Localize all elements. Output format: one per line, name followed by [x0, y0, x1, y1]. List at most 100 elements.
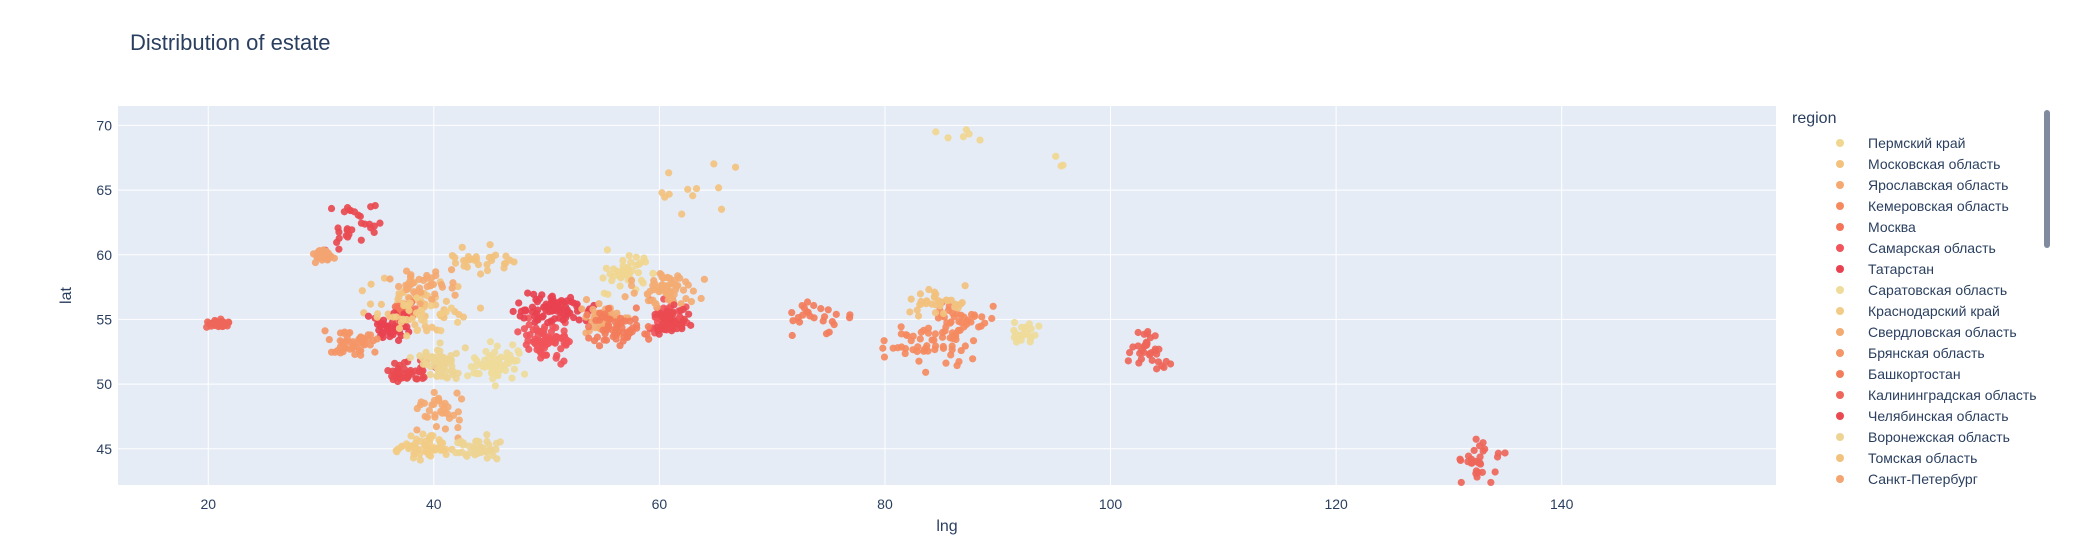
- data-point: [481, 363, 489, 371]
- legend-scrollbar[interactable]: [2044, 110, 2050, 248]
- legend-item[interactable]: Самарская область: [1792, 237, 2062, 258]
- legend-swatch: [1836, 201, 1844, 210]
- data-point: [960, 313, 968, 321]
- data-point: [432, 363, 440, 371]
- legend-swatch: [1836, 411, 1844, 420]
- data-point: [427, 302, 435, 310]
- data-point: [569, 299, 578, 307]
- data-point: [978, 313, 986, 321]
- legend-label: Краснодарский край: [1868, 302, 2000, 319]
- data-point: [1493, 453, 1502, 461]
- data-point: [916, 290, 925, 298]
- data-point: [413, 326, 421, 335]
- data-point: [483, 431, 491, 439]
- legend-item[interactable]: Пермский край: [1792, 132, 2062, 153]
- data-point: [897, 330, 905, 338]
- data-point: [1501, 449, 1509, 457]
- data-point: [419, 430, 427, 438]
- x-tick-label: 120: [1324, 496, 1348, 512]
- data-point: [439, 365, 447, 373]
- data-point: [906, 308, 914, 316]
- data-point: [626, 326, 634, 334]
- legend-item[interactable]: Калининградская область: [1792, 384, 2062, 405]
- data-point: [403, 332, 411, 340]
- data-point: [322, 247, 330, 255]
- data-point: [212, 320, 220, 328]
- data-point: [915, 357, 923, 365]
- legend-label: Саратовская область: [1868, 281, 2008, 298]
- data-point: [962, 320, 971, 328]
- legend-item[interactable]: Ярославская область: [1792, 174, 2062, 195]
- data-point: [1481, 445, 1489, 453]
- data-point: [415, 446, 423, 454]
- data-point: [634, 269, 643, 277]
- data-point: [453, 389, 461, 397]
- legend-item[interactable]: Брянская область: [1792, 342, 2062, 363]
- data-point: [466, 448, 475, 457]
- legend-item[interactable]: Челябинская область: [1792, 405, 2062, 426]
- data-point: [602, 336, 611, 344]
- legend-item[interactable]: Томская область: [1792, 447, 2062, 468]
- legend-item[interactable]: Москва: [1792, 216, 2062, 237]
- data-point: [616, 282, 624, 290]
- data-point: [606, 270, 614, 278]
- data-point: [474, 261, 483, 269]
- data-point: [822, 330, 831, 338]
- data-point: [907, 337, 915, 345]
- data-point: [955, 357, 963, 366]
- data-point: [380, 274, 389, 282]
- data-point: [449, 411, 458, 419]
- data-point: [618, 271, 627, 279]
- data-point: [1476, 453, 1484, 461]
- data-point: [845, 314, 854, 322]
- data-point: [603, 314, 611, 322]
- data-point: [489, 451, 497, 460]
- data-point: [789, 317, 797, 325]
- x-tick-label: 140: [1550, 496, 1574, 512]
- data-point: [1467, 455, 1476, 463]
- data-point: [524, 337, 532, 345]
- data-point: [946, 319, 954, 327]
- series: [321, 201, 695, 386]
- data-point: [619, 337, 627, 345]
- data-point: [504, 355, 512, 363]
- x-tick-label: 60: [652, 496, 668, 512]
- data-point: [413, 426, 421, 434]
- data-point: [585, 334, 593, 342]
- data-point: [402, 301, 410, 309]
- series: [583, 298, 854, 350]
- x-tick-label: 40: [426, 496, 442, 512]
- data-point: [1478, 468, 1486, 476]
- legend-item[interactable]: Свердловская область: [1792, 321, 2062, 342]
- data-point: [1129, 343, 1137, 351]
- data-point: [493, 342, 501, 350]
- legend-item[interactable]: Башкортостан: [1792, 363, 2062, 384]
- data-point: [459, 313, 468, 321]
- data-point: [952, 335, 960, 344]
- data-point: [431, 411, 439, 419]
- legend: region Пермский край Московская область Яр…: [1792, 110, 2062, 489]
- data-point: [913, 347, 921, 356]
- data-point: [602, 264, 611, 272]
- legend-item[interactable]: Кемеровская область: [1792, 195, 2062, 216]
- data-point: [661, 193, 669, 201]
- legend-item[interactable]: Саратовская область: [1792, 279, 2062, 300]
- data-point: [428, 295, 436, 304]
- data-point: [395, 290, 403, 298]
- data-point: [461, 344, 469, 352]
- legend-item[interactable]: Воронежская область: [1792, 426, 2062, 447]
- legend-item[interactable]: Санкт-Петербург: [1792, 468, 2062, 489]
- legend-label: Московская область: [1868, 155, 2001, 172]
- legend-item[interactable]: Краснодарский край: [1792, 300, 2062, 321]
- data-point: [426, 282, 434, 290]
- data-point: [441, 425, 450, 433]
- data-point: [603, 246, 611, 254]
- legend-item[interactable]: Татарстан: [1792, 258, 2062, 279]
- data-point: [1153, 350, 1161, 358]
- data-point: [1136, 349, 1144, 357]
- data-point: [879, 344, 887, 352]
- data-point: [932, 128, 940, 136]
- legend-item[interactable]: Московская область: [1792, 153, 2062, 174]
- data-point: [508, 374, 516, 382]
- data-point: [447, 356, 455, 364]
